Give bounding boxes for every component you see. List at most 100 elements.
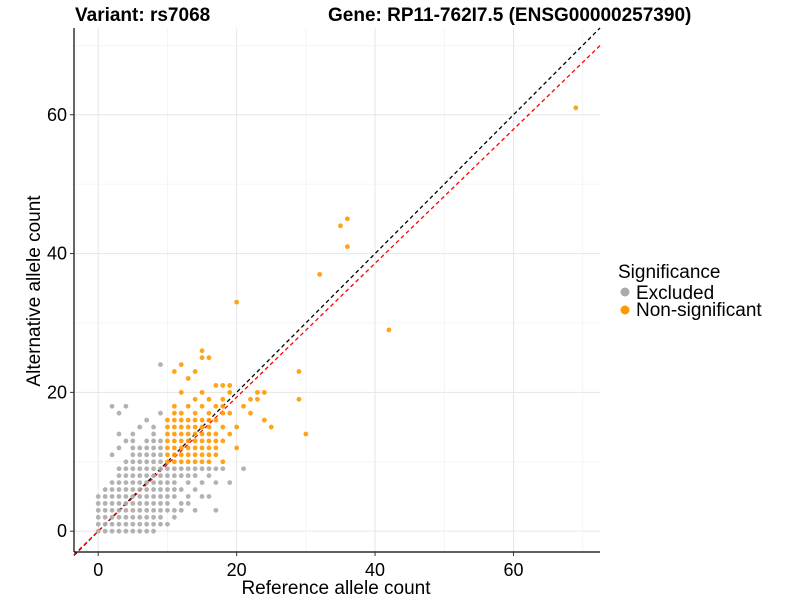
point-non-significant: [171, 452, 177, 458]
point-non-significant: [178, 452, 184, 458]
point-excluded: [178, 466, 184, 472]
point-non-significant: [213, 452, 219, 458]
point-excluded: [116, 494, 122, 499]
point-non-significant: [234, 445, 240, 451]
point-non-significant: [206, 355, 212, 361]
point-non-significant: [192, 431, 198, 437]
point-non-significant: [303, 431, 309, 437]
legend-marker-non-significant: [620, 305, 630, 315]
data-points: [95, 105, 579, 534]
point-excluded: [144, 528, 150, 534]
point-excluded: [123, 514, 129, 520]
point-excluded: [158, 452, 163, 458]
point-excluded: [144, 480, 150, 485]
point-non-significant: [185, 452, 191, 458]
point-excluded: [185, 494, 191, 499]
point-excluded: [151, 445, 156, 451]
point-excluded: [213, 466, 219, 472]
point-excluded: [185, 473, 191, 479]
point-excluded: [130, 528, 136, 534]
point-excluded: [178, 501, 184, 506]
point-non-significant: [178, 445, 184, 451]
point-non-significant: [178, 459, 184, 465]
point-non-significant: [213, 431, 219, 437]
point-excluded: [116, 473, 122, 479]
point-excluded: [102, 528, 108, 534]
point-excluded: [130, 494, 136, 499]
point-excluded: [185, 466, 191, 472]
point-non-significant: [185, 459, 191, 465]
point-non-significant: [185, 438, 191, 444]
point-non-significant: [296, 396, 302, 402]
point-excluded: [123, 521, 129, 527]
point-excluded: [241, 466, 246, 472]
point-non-significant: [178, 389, 184, 395]
point-non-significant: [171, 410, 177, 416]
point-excluded: [109, 452, 115, 458]
point-excluded: [130, 459, 136, 465]
point-excluded: [144, 487, 150, 492]
point-excluded: [192, 507, 198, 513]
point-excluded: [151, 487, 156, 492]
point-non-significant: [206, 431, 212, 437]
point-excluded: [158, 466, 163, 472]
point-non-significant: [241, 403, 246, 409]
point-excluded: [109, 403, 115, 409]
legend: Significance Excluded Non-significant: [618, 262, 762, 321]
point-excluded: [123, 459, 129, 465]
point-excluded: [130, 507, 136, 513]
legend-label-excluded: Excluded: [636, 283, 714, 304]
point-excluded: [151, 424, 156, 430]
point-non-significant: [185, 424, 191, 430]
point-excluded: [199, 480, 205, 485]
point-non-significant: [255, 396, 260, 402]
point-non-significant: [165, 424, 170, 430]
point-excluded: [206, 466, 212, 472]
point-excluded: [109, 487, 115, 492]
point-excluded: [165, 521, 170, 527]
point-non-significant: [199, 459, 205, 465]
point-excluded: [158, 362, 163, 368]
point-excluded: [192, 466, 198, 472]
point-non-significant: [185, 445, 191, 451]
point-excluded: [116, 480, 122, 485]
point-excluded: [171, 494, 177, 499]
point-excluded: [109, 501, 115, 506]
point-non-significant: [317, 271, 323, 277]
point-excluded: [158, 494, 163, 499]
point-non-significant: [171, 459, 177, 465]
point-excluded: [123, 466, 129, 472]
point-excluded: [144, 514, 150, 520]
point-excluded: [95, 494, 101, 499]
point-excluded: [151, 473, 156, 479]
point-excluded: [165, 494, 170, 499]
point-excluded: [123, 473, 129, 479]
point-excluded: [165, 487, 170, 492]
point-excluded: [137, 507, 143, 513]
point-excluded: [151, 514, 156, 520]
point-non-significant: [206, 424, 212, 430]
point-non-significant: [185, 417, 191, 423]
point-excluded: [130, 514, 136, 520]
point-excluded: [178, 487, 184, 492]
reference-line-identity: [73, 27, 601, 556]
point-excluded: [151, 521, 156, 527]
point-excluded: [130, 473, 136, 479]
point-excluded: [158, 473, 163, 479]
point-excluded: [116, 507, 122, 513]
point-excluded: [95, 521, 101, 527]
point-non-significant: [338, 223, 343, 229]
point-non-significant: [192, 424, 198, 430]
point-non-significant: [171, 424, 177, 430]
point-excluded: [123, 487, 129, 492]
point-non-significant: [192, 438, 198, 444]
point-excluded: [151, 501, 156, 506]
point-excluded: [116, 431, 122, 437]
x-tick-label: 20: [227, 560, 247, 580]
point-excluded: [158, 459, 163, 465]
point-excluded: [137, 487, 143, 492]
point-non-significant: [234, 299, 240, 305]
point-non-significant: [220, 438, 226, 444]
point-excluded: [144, 445, 150, 451]
point-non-significant: [296, 369, 302, 374]
